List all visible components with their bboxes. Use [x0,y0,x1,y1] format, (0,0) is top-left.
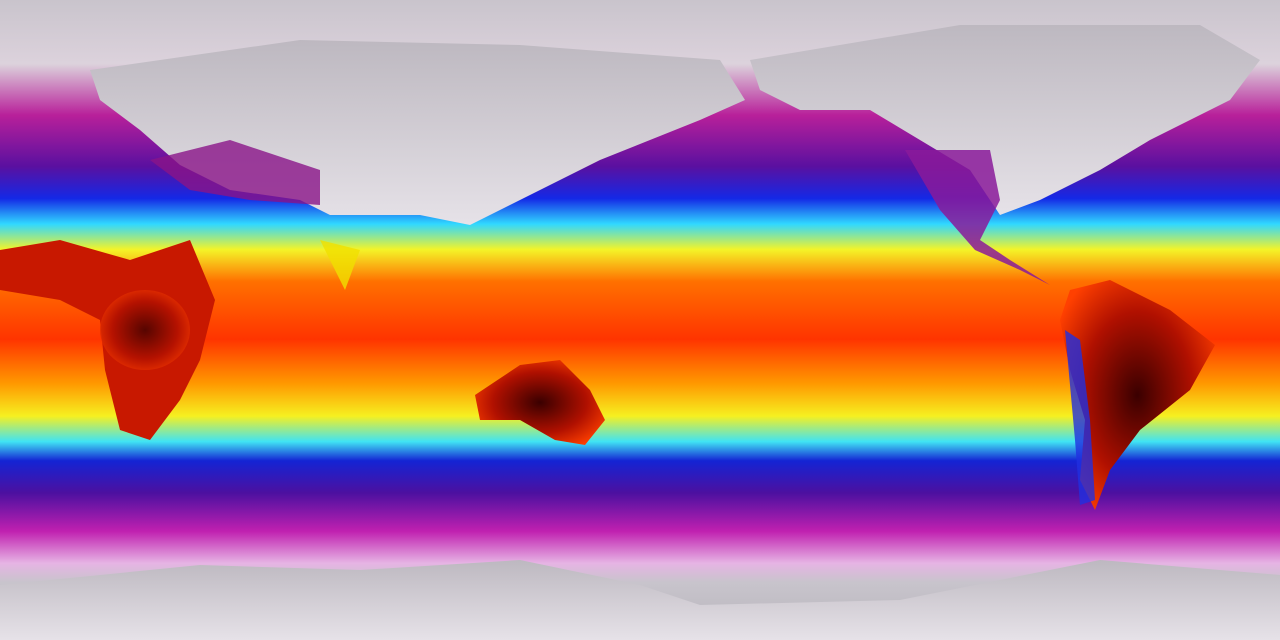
africa-hot [100,290,190,370]
india [320,240,360,290]
antarctica [0,560,1280,640]
andes [1065,330,1095,505]
central-america [905,150,1050,285]
south-america [1060,280,1215,510]
north-america [750,25,1260,215]
central-asia [150,140,320,205]
australia [475,360,605,445]
